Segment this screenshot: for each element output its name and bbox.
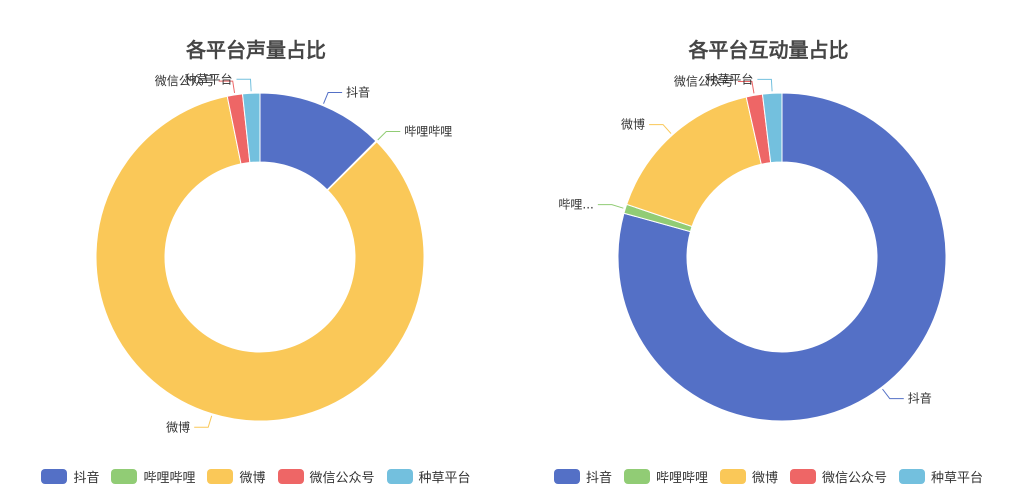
legend-label: 哔哩哔哩	[143, 470, 196, 486]
label-leader-line	[737, 81, 755, 94]
donut-slice-1[interactable]	[617, 92, 947, 422]
slice-label: 微信公众号	[674, 75, 734, 89]
slice-label: 哔哩哔哩	[404, 125, 452, 139]
slice-label: 抖音	[908, 391, 932, 406]
slice-label: 微博	[621, 117, 645, 132]
legend-label: 种草平台	[931, 470, 984, 486]
donut-slice-3[interactable]	[95, 95, 425, 422]
slice-label: 种草平台	[705, 71, 753, 86]
legend: 抖音 哔哩哔哩 微博 微信公众号 种草平台	[512, 466, 1025, 486]
slice-label: 抖音	[346, 85, 370, 100]
legend: 抖音 哔哩哔哩 微博 微信公众号 种草平台	[0, 466, 512, 486]
legend-label: 微信公众号	[309, 470, 375, 486]
legend-item[interactable]: 微信公众号	[790, 467, 887, 486]
label-leader-line	[323, 92, 343, 104]
legend-label: 抖音	[73, 470, 100, 486]
legend-swatch	[111, 468, 138, 484]
slice-label: 微博	[166, 419, 190, 434]
legend-swatch	[719, 468, 746, 484]
label-leader-line	[218, 80, 236, 94]
legend-item[interactable]: 抖音	[41, 467, 99, 486]
legend-item[interactable]: 哔哩哔哩	[623, 467, 708, 486]
legend-label: 种草平台	[418, 470, 471, 486]
chart-title: 各平台互动量占比	[688, 38, 849, 62]
legend-item[interactable]: 微信公众号	[277, 467, 375, 486]
label-leader-line	[236, 78, 252, 92]
slice-label: 哔哩...	[558, 198, 593, 212]
label-leader-line	[194, 415, 213, 428]
label-leader-line	[882, 388, 904, 400]
donut-slice-5[interactable]	[761, 92, 783, 164]
label-leader-line	[597, 204, 624, 209]
chart-title: 各平台声量占比	[186, 38, 326, 62]
label-leader-line	[649, 124, 672, 134]
chart-panel-engagement: 各平台互动量占比 抖音 哔哩... 微博 微信公众号 种草平台 抖音 哔哩哔哩 微博 微信公众…	[512, 0, 1025, 494]
legend-swatch	[790, 468, 816, 484]
legend-swatch	[623, 468, 650, 484]
legend-item[interactable]: 微博	[207, 467, 266, 486]
slice-label: 种草平台	[184, 71, 232, 86]
legend-swatch	[207, 468, 234, 484]
legend-item[interactable]: 哔哩哔哩	[111, 467, 195, 486]
legend-item[interactable]: 抖音	[553, 467, 612, 486]
legend-swatch	[386, 468, 413, 484]
legend-label: 微博	[239, 470, 266, 486]
legend-item[interactable]: 微博	[719, 467, 778, 486]
legend-item[interactable]: 种草平台	[386, 467, 471, 486]
donut-slice-3[interactable]	[626, 96, 762, 228]
donut-slice-5[interactable]	[241, 92, 261, 164]
legend-item[interactable]: 种草平台	[899, 467, 983, 486]
slice-label: 微信公众号	[155, 74, 215, 88]
chart-panel-voice: 各平台声量占比 抖音 哔哩哔哩 微博 微信公众号 种草平台 抖音 哔哩哔哩 微博 微信公众号种…	[0, 0, 512, 494]
legend-label: 微博	[751, 470, 778, 486]
legend-label: 微信公众号	[822, 470, 888, 486]
legend-label: 抖音	[585, 470, 612, 486]
legend-swatch	[899, 468, 926, 484]
legend-swatch	[553, 468, 580, 484]
legend-swatch	[277, 468, 304, 484]
legend-swatch	[41, 468, 68, 484]
label-leader-line	[377, 131, 401, 141]
legend-label: 哔哩哔哩	[655, 470, 708, 486]
label-leader-line	[757, 78, 773, 92]
